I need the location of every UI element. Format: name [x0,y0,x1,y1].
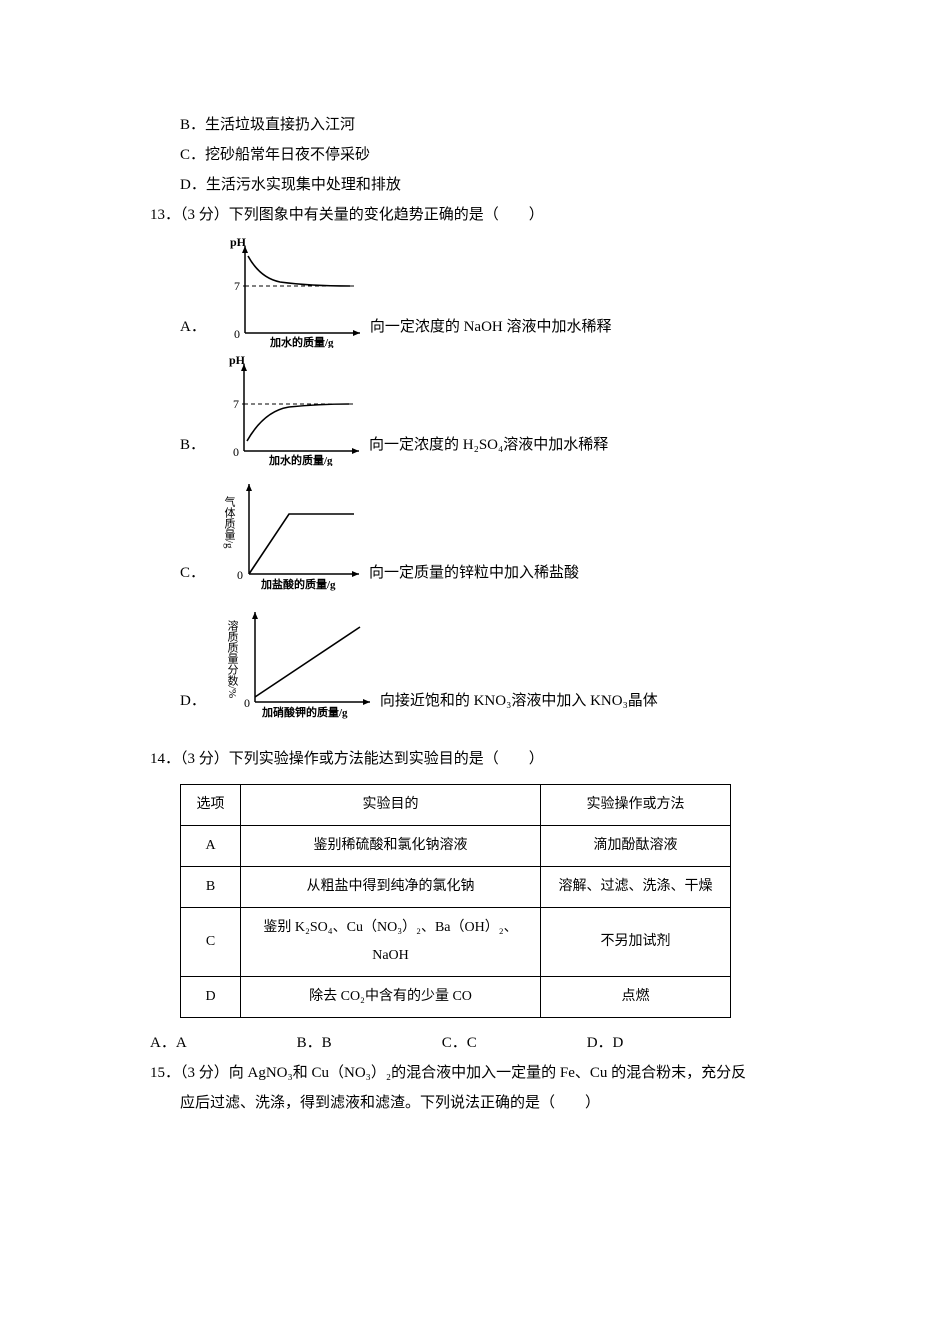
q13-option-b: B． pH 7 0 加水的质量/g 向一定浓度的 H₂SO₄溶液中加水稀释 [150,356,830,466]
q13-graph-d: 溶质质量分数/% 0 加硝酸钾的质量/g [220,602,380,722]
q14-r3c0: D [181,977,241,1018]
svg-text:0: 0 [233,445,239,459]
table-row: 选项 实验目的 实验操作或方法 [181,785,731,826]
svg-text:0: 0 [237,568,243,582]
q13-b-label: B． [180,430,205,466]
svg-text:气体质量/g: 气体质量/g [223,495,236,549]
q12-option-b: B．生活垃圾直接扔入江河 [150,110,830,140]
q14-r1c1: 从粗盐中得到纯净的氯化钠 [241,867,541,908]
q12-option-c: C．挖砂船常年日夜不停采砂 [150,140,830,170]
q14-r0c1: 鉴别稀硫酸和氯化钠溶液 [241,826,541,867]
q13-a-desc: 向一定浓度的 NaOH 溶液中加水稀释 [370,312,612,348]
svg-text:7: 7 [234,279,240,293]
svg-text:溶质质量分数/%: 溶质质量分数/% [226,619,239,699]
q13-option-c: C． 气体质量/g 0 加盐酸的质量/g 向一定质量的锌粒中加入稀盐酸 [150,474,830,594]
q14-ans-a: A．A [150,1028,187,1058]
q14-ans-c: C．C [442,1028,477,1058]
svg-text:加水的质量/g: 加水的质量/g [269,335,334,348]
q14-table: 选项 实验目的 实验操作或方法 A 鉴别稀硫酸和氯化钠溶液 滴加酚酞溶液 B 从… [180,784,731,1018]
q14-th-1: 实验目的 [241,785,541,826]
q13-graph-a: pH 7 0 加水的质量/g [220,238,370,348]
q14-answer-row: A．A B．B C．C D．D [150,1028,830,1058]
q14-r1c0: B [181,867,241,908]
table-row: C 鉴别 K₂SO₄、Cu（NO₃）₂、Ba（OH）₂、NaOH 不另加试剂 [181,908,731,977]
svg-text:pH: pH [229,356,246,367]
q14-th-0: 选项 [181,785,241,826]
q14-ans-b: B．B [297,1028,332,1058]
q13-graph-b: pH 7 0 加水的质量/g [219,356,369,466]
q13-c-label: C． [180,558,205,594]
svg-text:加盐酸的质量/g: 加盐酸的质量/g [260,577,336,591]
q13-d-label: D． [180,686,206,722]
q14-th-2: 实验操作或方法 [541,785,731,826]
q15-line2: 应后过滤、洗涤，得到滤液和滤渣。下列说法正确的是（ ） [150,1088,830,1118]
svg-text:加硝酸钾的质量/g: 加硝酸钾的质量/g [261,705,348,719]
q13-option-a: A． pH 7 0 加水的质量/g 向一定浓度的 NaOH 溶液中加水稀释 [150,238,830,348]
q15-line1: 15．（3 分）向 AgNO₃和 Cu（NO₃）₂的混合液中加入一定量的 Fe、… [150,1058,830,1088]
q14-r2c1: 鉴别 K₂SO₄、Cu（NO₃）₂、Ba（OH）₂、NaOH [241,908,541,977]
q13-b-desc: 向一定浓度的 H₂SO₄溶液中加水稀释 [369,430,608,466]
svg-text:0: 0 [234,327,240,341]
svg-text:加水的质量/g: 加水的质量/g [268,453,333,466]
q13-option-d: D． 溶质质量分数/% 0 加硝酸钾的质量/g 向接近饱和的 KNO₃溶液中加入… [150,602,830,722]
table-row: A 鉴别稀硫酸和氯化钠溶液 滴加酚酞溶液 [181,826,731,867]
q14-r0c2: 滴加酚酞溶液 [541,826,731,867]
q14-stem: 14．（3 分）下列实验操作或方法能达到实验目的是（ ） [150,744,830,774]
q14-r2c0: C [181,908,241,977]
table-row: D 除去 CO₂中含有的少量 CO 点燃 [181,977,731,1018]
table-row: B 从粗盐中得到纯净的氯化钠 溶解、过滤、洗涤、干燥 [181,867,731,908]
q13-d-desc: 向接近饱和的 KNO₃溶液中加入 KNO₃晶体 [380,686,658,722]
q13-a-label: A． [180,312,206,348]
q13-graph-c: 气体质量/g 0 加盐酸的质量/g [219,474,369,594]
q13-c-desc: 向一定质量的锌粒中加入稀盐酸 [369,558,579,594]
q14-r3c1: 除去 CO₂中含有的少量 CO [241,977,541,1018]
svg-text:pH: pH [230,238,247,249]
svg-text:7: 7 [233,397,239,411]
svg-text:0: 0 [244,696,250,710]
q14-ans-d: D．D [587,1028,624,1058]
q12-option-d: D．生活污水实现集中处理和排放 [150,170,830,200]
q14-r1c2: 溶解、过滤、洗涤、干燥 [541,867,731,908]
q14-r2c2: 不另加试剂 [541,908,731,977]
q13-stem: 13．（3 分）下列图象中有关量的变化趋势正确的是（ ） [150,200,830,230]
q14-r3c2: 点燃 [541,977,731,1018]
q14-r0c0: A [181,826,241,867]
